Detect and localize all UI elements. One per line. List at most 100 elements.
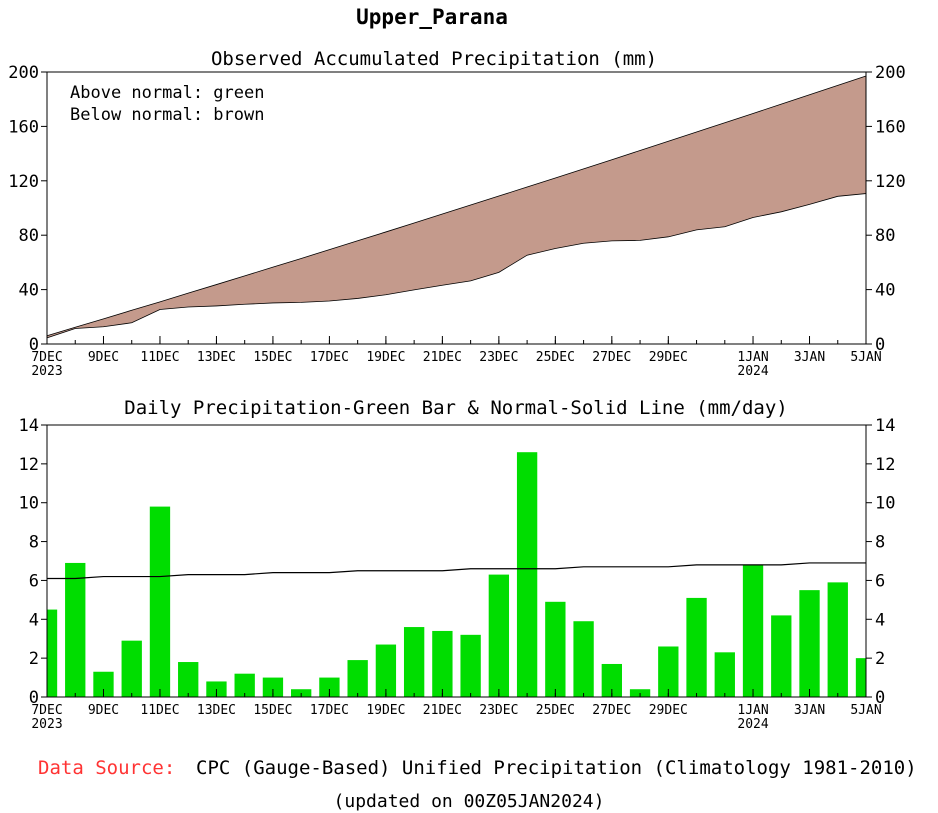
- daily-plot-frame: [46, 424, 867, 698]
- daily-xtick-label: 19DEC: [366, 703, 405, 718]
- data-source-label: Data Source:: [38, 757, 175, 779]
- daily-precip-bar: [47, 609, 58, 697]
- daily-xtick-year: 2023: [31, 717, 62, 732]
- accumulated-xtick-label: 11DEC: [140, 350, 179, 365]
- daily-xtick-year: 2024: [737, 717, 768, 732]
- daily-ytick-label-right: 14: [875, 416, 895, 436]
- daily-precip-bar: [799, 590, 820, 697]
- daily-ytick-label-right: 4: [875, 610, 885, 630]
- daily-precip-bar: [319, 677, 340, 697]
- accumulated-xtick-label: 1JAN: [737, 350, 768, 365]
- below-normal-area: [47, 75, 866, 338]
- daily-xtick-label: 5JAN: [850, 703, 881, 718]
- daily-ytick-label-left: 6: [29, 571, 39, 591]
- daily-xtick-label: 3JAN: [794, 703, 825, 718]
- accumulated-title: Observed Accumulated Precipitation (mm): [211, 48, 657, 70]
- accumulated-ytick-label-right: 160: [875, 117, 906, 137]
- accumulated-ytick-label-right: 200: [875, 63, 906, 83]
- daily-precip-bar: [545, 601, 566, 697]
- accumulated-xtick-label: 19DEC: [366, 350, 405, 365]
- daily-precip-bar: [714, 652, 735, 697]
- daily-precip-bar: [742, 564, 764, 697]
- daily-xtick-label: 1JAN: [737, 703, 768, 718]
- accumulated-plot-frame: [46, 71, 867, 345]
- daily-precip-bar: [121, 640, 142, 697]
- accumulated-xtick-label: 29DEC: [649, 350, 688, 365]
- daily-ytick-label-right: 0: [875, 688, 885, 708]
- page-title: Upper_Parana: [356, 5, 508, 29]
- accumulated-xtick-label: 17DEC: [310, 350, 349, 365]
- accumulated-xtick-label: 25DEC: [536, 350, 575, 365]
- daily-ytick-label-left: 10: [19, 494, 39, 514]
- accumulated-ytick-label-left: 160: [8, 117, 39, 137]
- accumulated-xtick-year: 2024: [737, 364, 768, 379]
- daily-precip-bar: [827, 582, 848, 697]
- accumulated-ytick-label-left: 120: [8, 172, 39, 192]
- normal-accumulation-line: [46, 75, 867, 337]
- daily-ytick-label-left: 2: [29, 649, 39, 669]
- daily-precip-bar: [347, 660, 368, 697]
- accumulated-xtick-label: 15DEC: [253, 350, 292, 365]
- daily-precip-bar: [488, 574, 510, 697]
- daily-panel: Daily Precipitation-Green Bar & Normal-S…: [19, 397, 896, 732]
- daily-ytick-label-right: 10: [875, 494, 895, 514]
- data-source-text: CPC (Gauge-Based) Unified Precipitation …: [196, 757, 917, 779]
- daily-ytick-label-left: 4: [29, 610, 39, 630]
- accumulated-xtick-label: 23DEC: [479, 350, 518, 365]
- daily-precip-bar: [375, 644, 397, 697]
- daily-precip-bar: [432, 630, 453, 697]
- legend-above-normal: Above normal: green: [70, 83, 264, 103]
- daily-precip-bar: [771, 615, 792, 697]
- accumulated-ytick-label-right: 0: [875, 335, 885, 355]
- daily-precip-bar: [658, 646, 679, 697]
- daily-ytick-label-left: 14: [19, 416, 39, 436]
- accumulated-panel: Observed Accumulated Precipitation (mm) …: [8, 48, 905, 379]
- updated-timestamp: (updated on 00Z05JAN2024): [334, 791, 605, 812]
- daily-xtick-label: 11DEC: [140, 703, 179, 718]
- daily-ytick-label-right: 8: [875, 533, 885, 553]
- daily-precip-bar: [516, 452, 538, 697]
- accumulated-xtick-label: 5JAN: [850, 350, 881, 365]
- accumulated-xtick-label: 7DEC: [31, 350, 62, 365]
- daily-ytick-label-left: 8: [29, 533, 39, 553]
- observed-accumulation-line: [46, 193, 867, 339]
- daily-precip-bar: [601, 663, 622, 697]
- daily-precip-bar: [262, 677, 284, 697]
- accumulated-xtick-label: 9DEC: [88, 350, 119, 365]
- accumulated-ytick-label-left: 0: [29, 335, 39, 355]
- daily-xtick-label: 23DEC: [479, 703, 518, 718]
- accumulated-xtick-label: 27DEC: [592, 350, 631, 365]
- daily-precip-bar: [403, 627, 425, 697]
- accumulated-ytick-label-right: 80: [875, 226, 895, 246]
- accumulated-ytick-label-left: 200: [8, 63, 39, 83]
- daily-xtick-label: 7DEC: [31, 703, 62, 718]
- daily-xtick-label: 9DEC: [88, 703, 119, 718]
- accumulated-ytick-label-right: 120: [875, 172, 906, 192]
- daily-ytick-label-right: 2: [875, 649, 885, 669]
- daily-xtick-label: 15DEC: [253, 703, 292, 718]
- daily-xtick-label: 21DEC: [423, 703, 462, 718]
- accumulated-xtick-label: 21DEC: [423, 350, 462, 365]
- daily-ytick-label-right: 12: [875, 455, 895, 475]
- daily-ytick-label-left: 12: [19, 455, 39, 475]
- accumulated-ytick-label-right: 40: [875, 281, 895, 301]
- daily-xtick-label: 13DEC: [197, 703, 236, 718]
- daily-title: Daily Precipitation-Green Bar & Normal-S…: [124, 397, 787, 419]
- accumulated-ytick-label-left: 80: [19, 226, 39, 246]
- daily-precip-bar: [234, 673, 255, 697]
- accumulated-xtick-label: 3JAN: [794, 350, 825, 365]
- daily-xtick-label: 29DEC: [649, 703, 688, 718]
- daily-precip-bar: [460, 634, 481, 697]
- daily-precip-bar: [855, 658, 866, 697]
- daily-precip-bar: [178, 662, 199, 697]
- daily-xtick-label: 27DEC: [592, 703, 631, 718]
- daily-precip-bar: [93, 671, 114, 697]
- daily-ytick-label-left: 0: [29, 688, 39, 708]
- daily-precip-bar: [149, 506, 171, 697]
- accumulated-xtick-year: 2023: [31, 364, 62, 379]
- daily-ytick-label-right: 6: [875, 571, 885, 591]
- daily-xtick-label: 17DEC: [310, 703, 349, 718]
- daily-precip-bar: [686, 597, 707, 697]
- legend-below-normal: Below normal: brown: [70, 105, 264, 125]
- daily-xtick-label: 25DEC: [536, 703, 575, 718]
